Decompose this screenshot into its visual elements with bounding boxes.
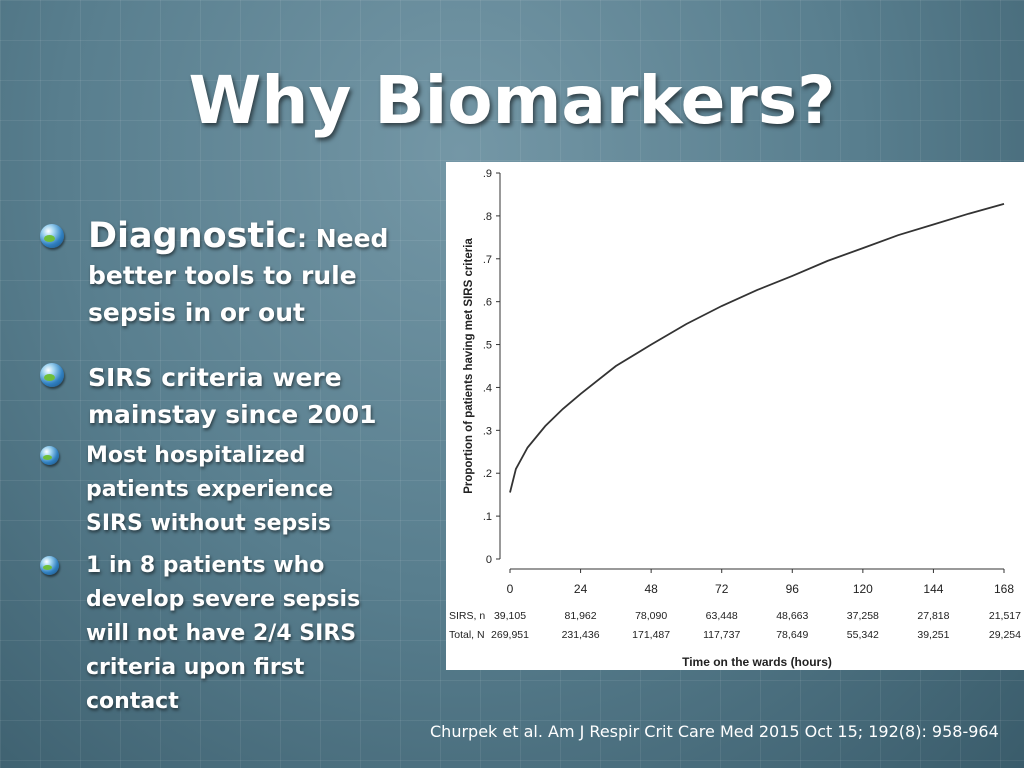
risk-cell: 171,487 — [632, 629, 670, 641]
subbullet-one-in-eight-line3: will not have 2/4 SIRS — [86, 621, 357, 646]
y-tick-label: 0 — [486, 554, 492, 566]
sirs-chart: 0 .1 .2 .3 .4 .5 .6 .7 .8 .9 0 24 48 72 96 120 144 168 Pro… — [449, 168, 1021, 669]
x-tick-label: 168 — [994, 582, 1014, 596]
y-tick-label: .2 — [483, 468, 492, 480]
subbullet-one-in-eight: 1 in 8 patients who develop severe sepsi… — [40, 549, 440, 719]
bullet-sirs-line2: mainstay since 2001 — [88, 400, 377, 429]
subbullet-hospitalized: Most hospitalized patients experience SI… — [40, 439, 440, 541]
subbullet-hospitalized-line3: SIRS without sepsis — [86, 511, 331, 536]
series-line-0 — [509, 203, 1005, 493]
y-tick-label: .6 — [483, 297, 492, 309]
risk-cell: 117,737 — [703, 629, 740, 641]
risk-cell: 63,448 — [706, 610, 738, 622]
bullet-sirs: SIRS criteria were mainstay since 2001 — [40, 359, 440, 433]
risk-cell: 27,818 — [917, 610, 949, 622]
risk-cell: 55,342 — [847, 629, 879, 641]
risk-cell: 48,663 — [776, 610, 808, 622]
subbullet-hospitalized-line2: patients experience — [86, 477, 334, 502]
bullet-diagnostic-line3: sepsis in or out — [88, 298, 305, 327]
bullet-diagnostic-line2: better tools to rule — [88, 261, 357, 290]
y-tick-label: .9 — [483, 168, 492, 180]
risk-cell: 29,254 — [989, 629, 1021, 641]
y-tick-label: .3 — [483, 425, 492, 437]
y-tick-label: .5 — [483, 340, 492, 352]
bullet-diagnostic-head: Diagnostic — [88, 216, 297, 256]
bullet-sirs-line1: SIRS criteria were — [88, 363, 342, 392]
subbullet-one-in-eight-line2: develop severe sepsis — [86, 587, 361, 612]
subbullet-one-in-eight-line4: criteria upon first — [86, 655, 305, 680]
bullet-diagnostic-tail: : Need — [297, 224, 389, 253]
y-tick-label: .4 — [483, 382, 492, 394]
subbullet-one-in-eight-line5: contact — [86, 689, 179, 714]
risk-cell: 269,951 — [491, 629, 529, 641]
y-tick-label: .7 — [483, 254, 492, 266]
x-tick-label: 0 — [507, 582, 514, 596]
risk-cell: 39,105 — [494, 610, 526, 622]
x-axis-label: Time on the wards (hours) — [682, 655, 832, 669]
subbullet-one-in-eight-line1: 1 in 8 patients who — [86, 553, 325, 578]
risk-row-label: SIRS, n — [449, 610, 485, 622]
globe-bullet-icon — [40, 224, 64, 248]
x-tick-label: 48 — [644, 582, 658, 596]
slide-title: Why Biomarkers? — [188, 62, 836, 139]
bullet-list: Diagnostic: Need better tools to rule se… — [40, 218, 440, 719]
chart-panel: 0 .1 .2 .3 .4 .5 .6 .7 .8 .9 0 24 48 72 96 120 144 168 Pro… — [446, 162, 1024, 670]
risk-cell: 21,517 — [989, 610, 1021, 622]
y-tick-label: .8 — [483, 211, 492, 223]
globe-bullet-icon — [40, 556, 59, 575]
risk-cell: 78,090 — [635, 610, 667, 622]
risk-cell: 231,436 — [562, 629, 600, 641]
y-tick-label: .1 — [483, 511, 492, 523]
y-axis-label: Proportion of patients having met SIRS c… — [463, 238, 475, 494]
risk-cell: 81,962 — [565, 610, 597, 622]
risk-cell: 78,649 — [776, 629, 808, 641]
globe-bullet-icon — [40, 363, 64, 387]
x-tick-label: 96 — [786, 582, 800, 596]
globe-bullet-icon — [40, 446, 59, 465]
x-tick-label: 120 — [853, 582, 873, 596]
risk-row-label: Total, N — [449, 629, 485, 641]
x-tick-label: 24 — [574, 582, 588, 596]
x-tick-label: 144 — [923, 582, 943, 596]
citation: Churpek et al. Am J Respir Crit Care Med… — [430, 722, 999, 741]
risk-cell: 37,258 — [847, 610, 879, 622]
subbullet-hospitalized-line1: Most hospitalized — [86, 443, 306, 468]
bullet-diagnostic: Diagnostic: Need better tools to rule se… — [40, 218, 440, 331]
x-tick-label: 72 — [715, 582, 729, 596]
risk-cell: 39,251 — [917, 629, 949, 641]
